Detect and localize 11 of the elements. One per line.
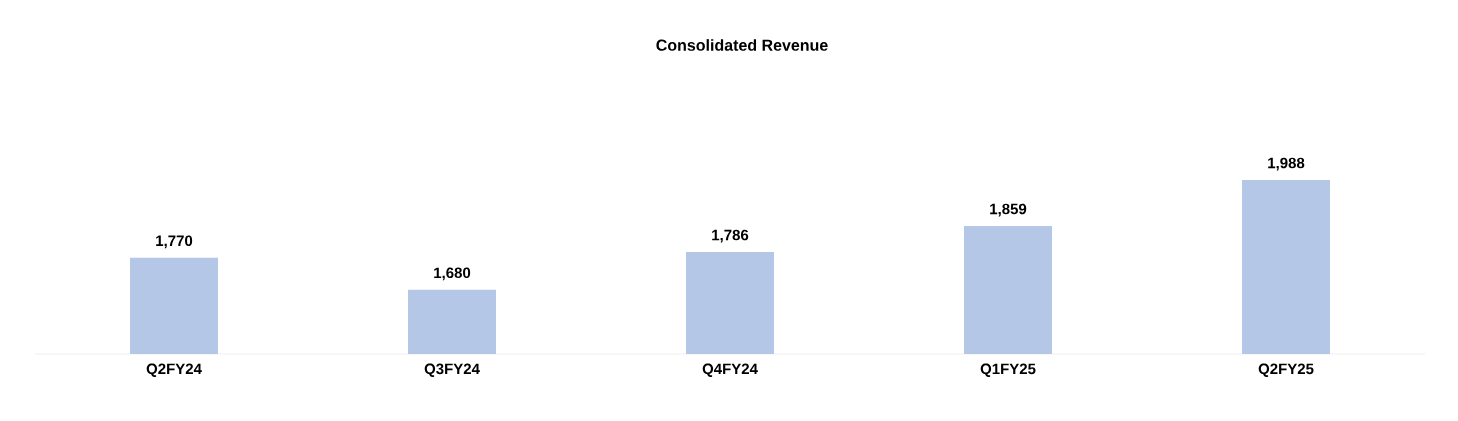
data-label: 1,859 — [990, 203, 1027, 217]
x-tick-label: Q4FY24 — [702, 363, 758, 377]
x-tick-label: Q3FY24 — [424, 363, 480, 377]
x-tick-label: Q1FY25 — [980, 363, 1036, 377]
x-tick-label: Q2FY25 — [1258, 363, 1314, 377]
chart-title: Consolidated Revenue — [656, 39, 828, 51]
data-label: 1,988 — [1268, 157, 1305, 171]
x-tick-label: Q2FY24 — [146, 363, 202, 377]
data-label: 1,770 — [156, 235, 193, 249]
data-label: 1,680 — [434, 267, 471, 281]
data-label: 1,786 — [712, 229, 749, 243]
